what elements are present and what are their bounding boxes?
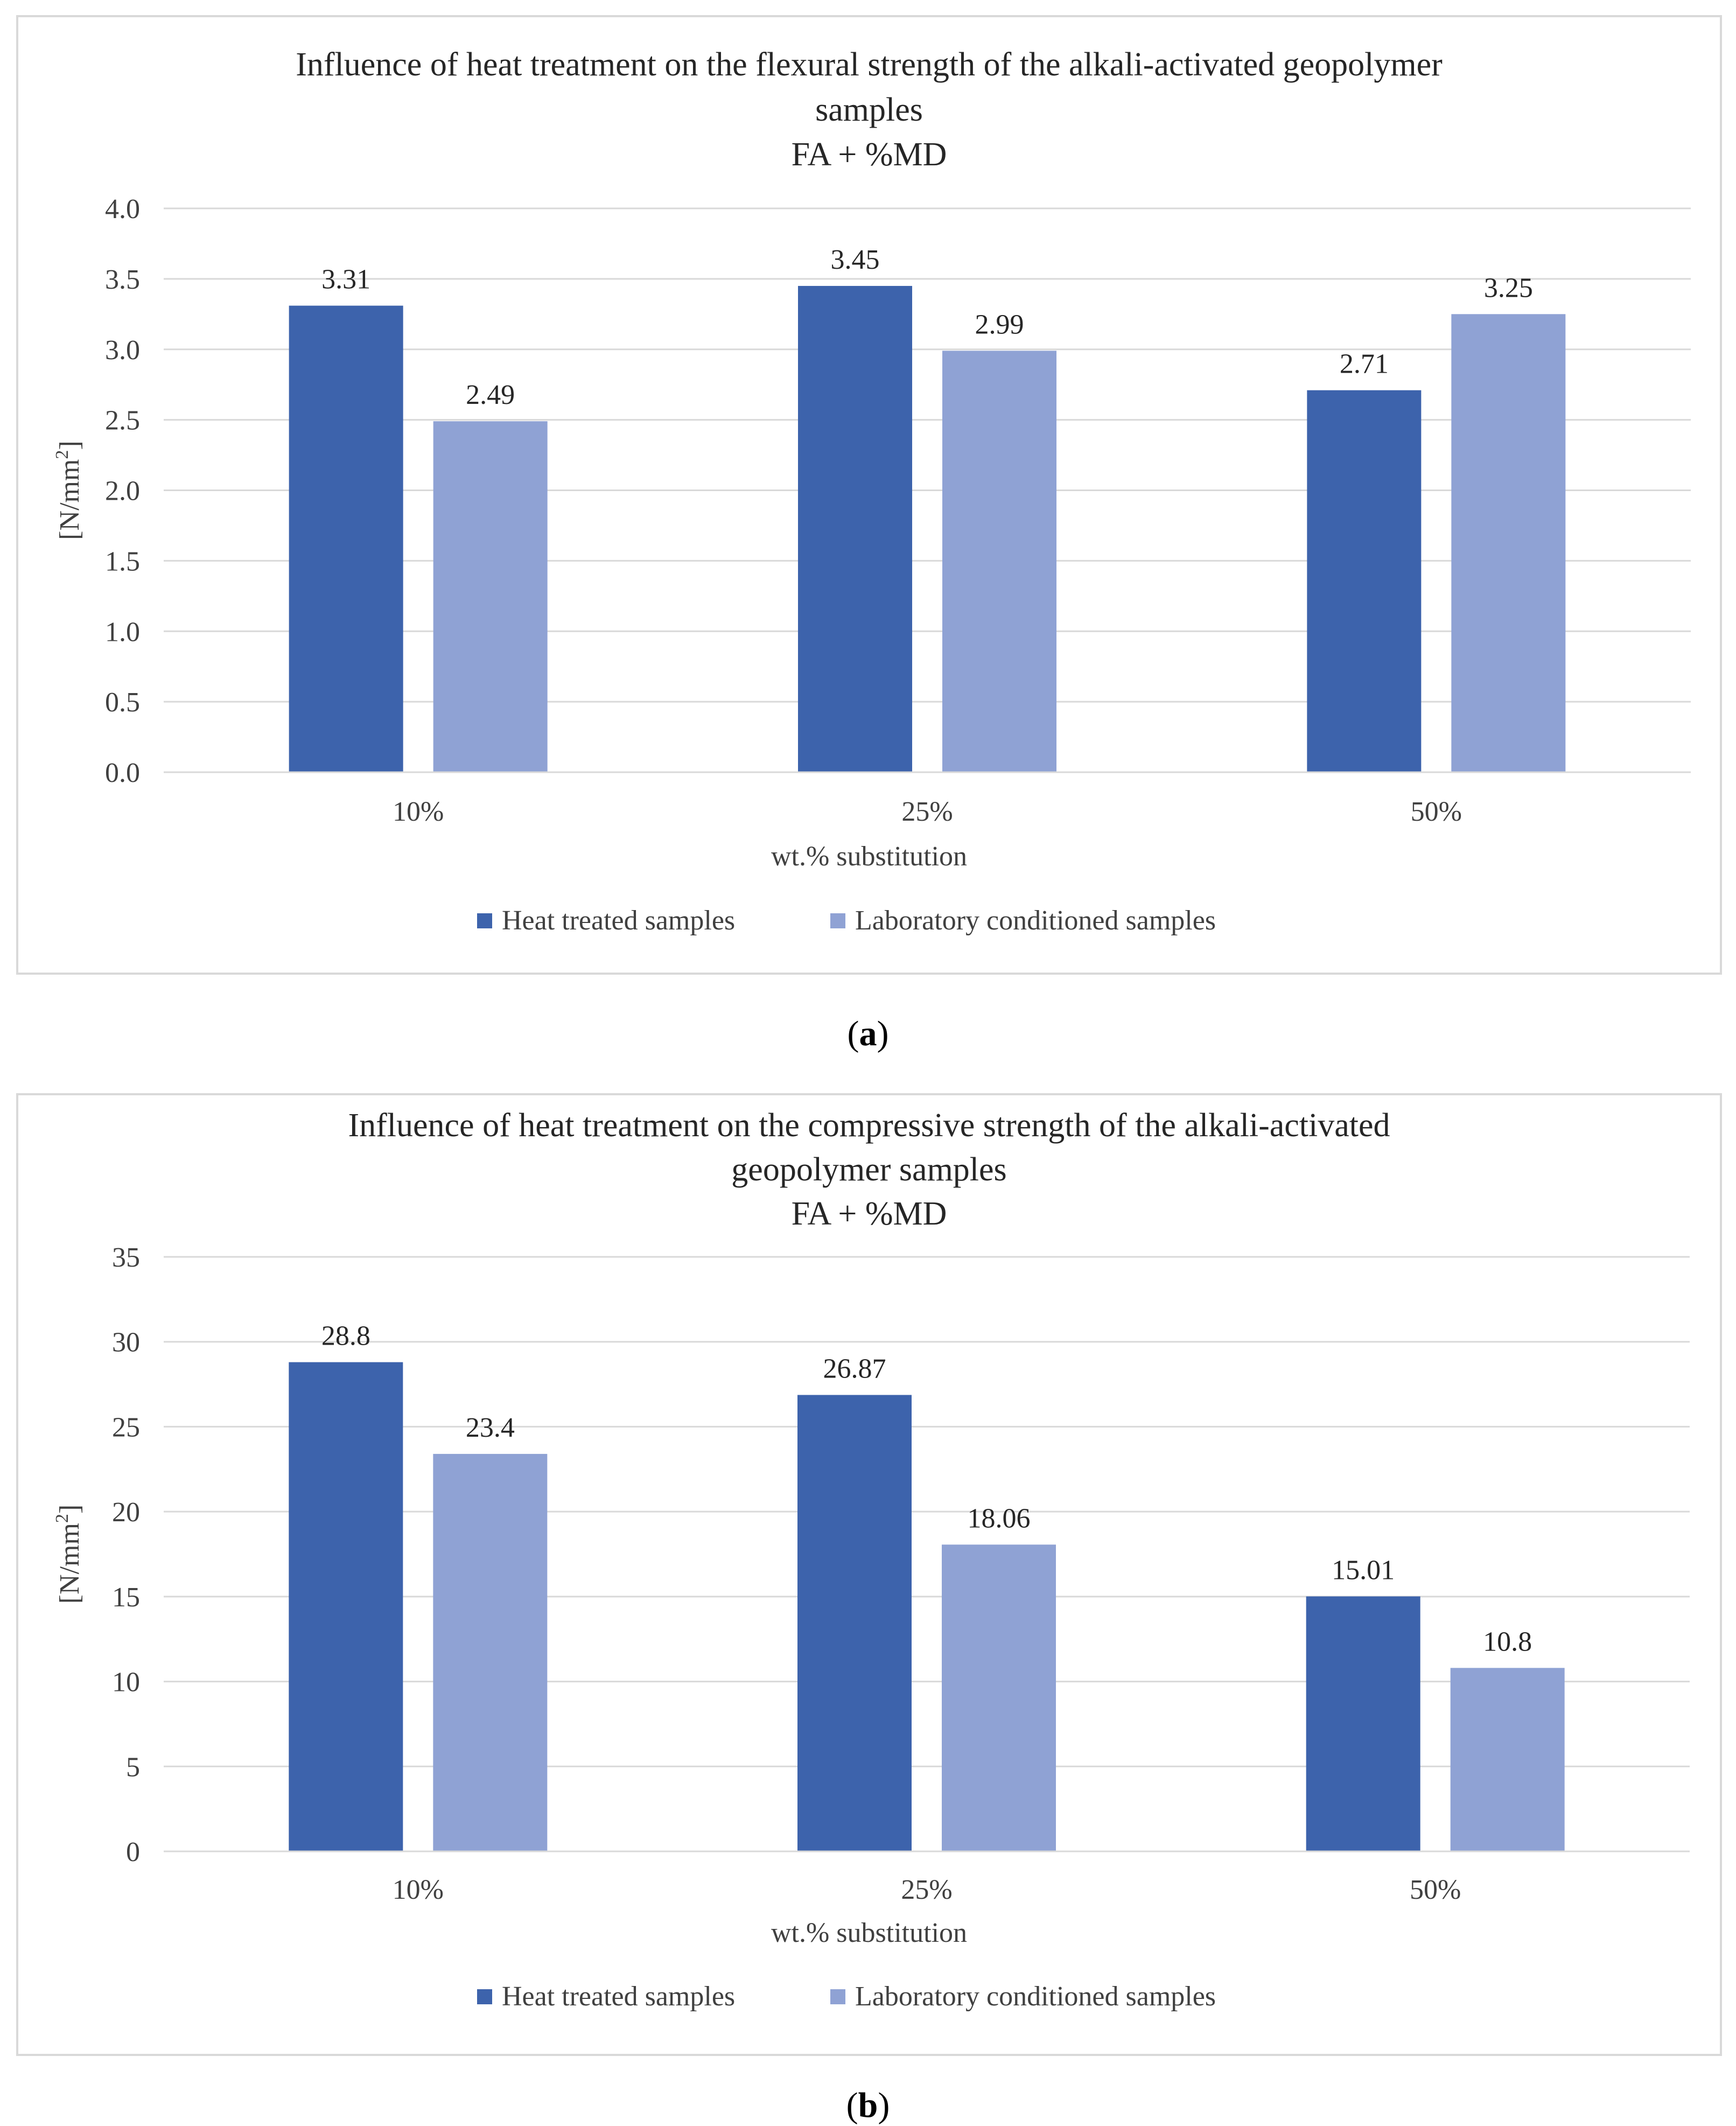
y-tick-label: 4.0	[105, 194, 140, 225]
x-tick-label: 10%	[393, 796, 444, 827]
y-tick-label: 25	[112, 1412, 140, 1443]
y-tick-label: 10	[112, 1667, 140, 1698]
data-label: 3.31	[321, 264, 370, 295]
bar-heat-treated-1	[798, 285, 912, 772]
data-label: 28.8	[321, 1321, 370, 1352]
caption-a: (a)	[847, 1014, 889, 1053]
bar-heat-treated-2	[1306, 1596, 1420, 1851]
y-axis-label: [N/mm2]	[52, 440, 85, 540]
y-tick-label: 15	[112, 1582, 140, 1613]
data-label: 2.49	[466, 380, 515, 410]
flexural-strength-chart: Influence of heat treatment on the flexu…	[52, 46, 1691, 936]
data-label: 18.06	[968, 1503, 1031, 1534]
caption-b: (b)	[846, 2086, 890, 2125]
x-tick-label: 25%	[901, 1875, 952, 1905]
data-label: 3.45	[831, 244, 880, 275]
chart-title-line-2: samples	[815, 92, 923, 128]
y-tick-label: 1.5	[105, 546, 140, 577]
bar-heat-treated-2	[1307, 390, 1422, 772]
x-tick-label: 50%	[1411, 796, 1462, 827]
chart-title-line-2: geopolymer samples	[731, 1151, 1006, 1188]
bar-heat-treated-0	[289, 305, 403, 772]
legend-label-1: Heat treated samples	[502, 1981, 735, 2012]
y-tick-label: 35	[112, 1242, 140, 1273]
bar-heat-treated-0	[289, 1362, 403, 1851]
legend-swatch-1	[477, 1989, 492, 2004]
legend-swatch-2	[830, 1989, 845, 2004]
legend-label-2: Laboratory conditioned samples	[855, 905, 1216, 936]
x-axis-label: wt.% substitution	[771, 841, 967, 872]
y-tick-label: 30	[112, 1327, 140, 1358]
legend-swatch-2	[830, 913, 845, 928]
chart-panel-a: Influence of heat treatment on the flexu…	[16, 15, 1722, 975]
data-label: 26.87	[823, 1353, 886, 1384]
bar-laboratory-conditioned-2	[1450, 1668, 1565, 1851]
y-tick-label: 0.0	[105, 758, 140, 788]
y-tick-label: 3.0	[105, 335, 140, 366]
bar-laboratory-conditioned-2	[1451, 314, 1566, 772]
data-label: 2.71	[1340, 349, 1389, 380]
x-tick-label: 50%	[1410, 1875, 1461, 1905]
y-tick-label: 2.5	[105, 405, 140, 436]
bar-laboratory-conditioned-0	[433, 421, 548, 772]
chart-title-line-3: FA + %MD	[792, 136, 947, 173]
legend-label-2: Laboratory conditioned samples	[855, 1981, 1216, 2012]
legend-swatch-1	[477, 913, 492, 928]
data-label: 2.99	[975, 309, 1024, 340]
data-label: 3.25	[1484, 272, 1533, 303]
y-tick-label: 1.0	[105, 617, 140, 647]
data-label: 10.8	[1483, 1626, 1532, 1657]
y-tick-label: 3.5	[105, 264, 140, 295]
bar-laboratory-conditioned-0	[433, 1453, 548, 1851]
x-tick-label: 10%	[393, 1875, 444, 1905]
x-axis-label: wt.% substitution	[771, 1918, 967, 1948]
chart-title-line-3: FA + %MD	[792, 1195, 947, 1232]
bar-heat-treated-1	[797, 1395, 912, 1851]
bar-laboratory-conditioned-1	[942, 351, 1056, 772]
y-tick-label: 2.0	[105, 476, 140, 507]
y-tick-label: 0.5	[105, 687, 140, 718]
bar-laboratory-conditioned-1	[942, 1544, 1056, 1851]
chart-title-line-1: Influence of heat treatment on the flexu…	[296, 46, 1443, 83]
y-tick-label: 20	[112, 1497, 140, 1528]
y-tick-label: 0	[126, 1837, 140, 1868]
data-label: 23.4	[466, 1412, 515, 1443]
y-tick-label: 5	[126, 1752, 140, 1782]
chart-panel-b: Influence of heat treatment on the compr…	[16, 1093, 1722, 2056]
y-axis-label: [N/mm2]	[52, 1505, 85, 1604]
chart-title-line-1: Influence of heat treatment on the compr…	[348, 1107, 1390, 1144]
x-tick-label: 25%	[901, 796, 953, 827]
data-label: 15.01	[1332, 1555, 1395, 1586]
legend-label-1: Heat treated samples	[502, 905, 735, 936]
compressive-strength-chart: Influence of heat treatment on the compr…	[52, 1107, 1690, 2012]
